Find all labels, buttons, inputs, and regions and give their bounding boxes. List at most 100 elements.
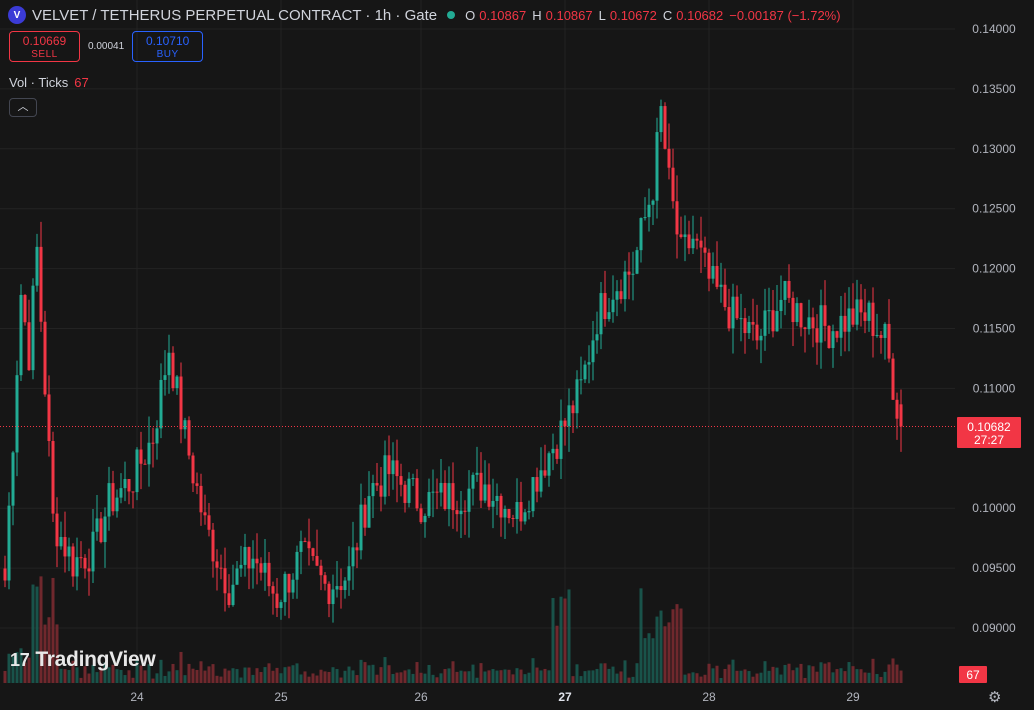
candle-body bbox=[251, 558, 255, 569]
volume-bar bbox=[419, 672, 423, 683]
candle-body bbox=[343, 580, 347, 591]
volume-bar bbox=[127, 670, 131, 683]
candle-body bbox=[783, 280, 787, 300]
volume-bar bbox=[875, 674, 879, 683]
candle-body bbox=[327, 583, 331, 605]
candle-body bbox=[727, 307, 731, 329]
candle-body bbox=[195, 483, 199, 486]
volume-bar bbox=[639, 588, 643, 683]
candle-body bbox=[687, 234, 691, 249]
volume-bar bbox=[83, 666, 87, 683]
volume-bar bbox=[47, 617, 51, 683]
volume-bar bbox=[519, 669, 523, 683]
symbol-title[interactable]: VELVET / TETHERUS PERPETUAL CONTRACT · 1… bbox=[32, 6, 438, 24]
volume-bar bbox=[555, 625, 559, 683]
volume-bar bbox=[655, 616, 659, 683]
volume-bar bbox=[215, 675, 219, 683]
volume-bar bbox=[527, 672, 531, 683]
candle-body bbox=[751, 321, 755, 325]
candle-body bbox=[635, 250, 639, 274]
volume-bar bbox=[355, 675, 359, 683]
last-volume-label: 67 bbox=[959, 666, 987, 683]
volume-bar bbox=[423, 673, 427, 683]
candle-body bbox=[531, 477, 535, 512]
volume-bar bbox=[563, 598, 567, 683]
candle-body bbox=[755, 324, 759, 341]
volume-bar bbox=[103, 662, 107, 683]
candle-body bbox=[819, 305, 823, 343]
candle-body bbox=[111, 483, 115, 512]
candle-body bbox=[575, 379, 579, 414]
gear-icon[interactable]: ⚙ bbox=[988, 689, 1002, 706]
volume-bar bbox=[627, 677, 631, 683]
candle-body bbox=[51, 440, 55, 514]
candle-body bbox=[215, 561, 219, 568]
candle-body bbox=[707, 252, 711, 279]
candle-body bbox=[595, 334, 599, 341]
volume-bar bbox=[171, 663, 175, 683]
candle-body bbox=[7, 505, 11, 581]
volume-bar bbox=[203, 670, 207, 683]
volume-bar bbox=[235, 669, 239, 683]
candle-body bbox=[715, 266, 719, 287]
candle-body bbox=[315, 555, 319, 566]
volume-bar bbox=[403, 670, 407, 683]
buy-button[interactable]: 0.10710 BUY bbox=[132, 31, 204, 62]
price-change: −0.00187 (−1.72%) bbox=[729, 7, 841, 23]
volume-bar bbox=[251, 674, 255, 683]
volume-bar bbox=[11, 656, 15, 683]
volume-bar bbox=[475, 677, 479, 683]
volume-bar bbox=[607, 668, 611, 683]
candle-body bbox=[479, 472, 483, 501]
volume-bar bbox=[499, 670, 503, 683]
volume-legend[interactable]: Vol · Ticks 67 bbox=[9, 75, 89, 90]
candle-body bbox=[611, 299, 615, 313]
volume-bar bbox=[775, 667, 779, 683]
candle-body bbox=[23, 294, 27, 323]
volume-bar bbox=[195, 669, 199, 683]
price-scale[interactable]: 0.14000 0.13500 0.13000 0.12500 0.12000 0.115… bbox=[972, 22, 1016, 635]
candle-body bbox=[719, 284, 723, 287]
volume-bar bbox=[815, 671, 819, 683]
candle-body bbox=[163, 375, 167, 380]
candle-body bbox=[811, 317, 815, 329]
sell-button[interactable]: 0.10669 SELL bbox=[9, 31, 80, 62]
candle-body bbox=[583, 364, 587, 380]
candle-body bbox=[679, 234, 683, 238]
candle-body bbox=[651, 200, 655, 205]
volume-bar bbox=[643, 638, 647, 683]
volume-bar bbox=[303, 671, 307, 683]
volume-bar bbox=[299, 674, 303, 683]
time-scale[interactable]: 24 25 26 27 28 29 bbox=[130, 690, 860, 704]
candle-body bbox=[179, 376, 183, 430]
volume-bar bbox=[703, 674, 707, 683]
volume-bar bbox=[331, 667, 335, 683]
candle-body bbox=[799, 303, 803, 328]
volume-bar bbox=[567, 589, 571, 683]
volume-bar bbox=[587, 670, 591, 683]
volume-bar bbox=[707, 663, 711, 683]
candle-body bbox=[659, 106, 663, 133]
chevron-up-icon[interactable]: ︿ bbox=[9, 98, 37, 117]
candle-body bbox=[639, 218, 643, 251]
volume-bar bbox=[883, 671, 887, 683]
candle-body bbox=[555, 448, 559, 459]
volume-bar bbox=[255, 668, 259, 683]
candle-body bbox=[435, 491, 439, 493]
candle-body bbox=[807, 317, 811, 330]
candle-body bbox=[655, 132, 659, 201]
volume-bars bbox=[3, 576, 903, 683]
volume-bar bbox=[863, 672, 867, 683]
volume-bar bbox=[319, 669, 323, 683]
volume-bar bbox=[383, 657, 387, 683]
candle-body bbox=[451, 483, 455, 511]
candle-body bbox=[591, 340, 595, 363]
volume-bar bbox=[683, 674, 687, 683]
candle-body bbox=[735, 296, 739, 319]
volume-bar bbox=[743, 669, 747, 683]
volume-bar bbox=[323, 671, 327, 683]
candle-body bbox=[527, 511, 531, 513]
volume-bar bbox=[495, 670, 499, 683]
candle-body bbox=[247, 547, 251, 569]
